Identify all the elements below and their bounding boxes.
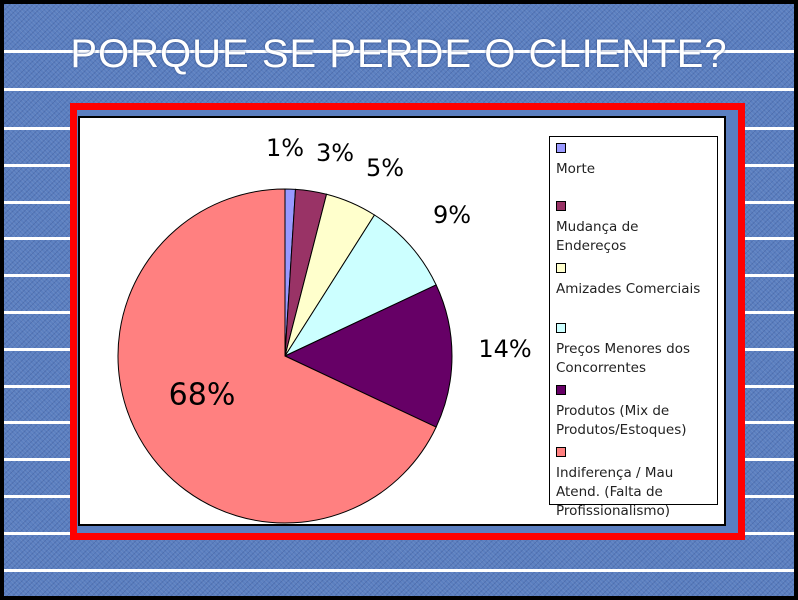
data-label: 5%	[365, 154, 405, 182]
pie-chart	[117, 188, 453, 524]
legend-swatch	[556, 143, 566, 153]
legend-item: Morte	[556, 141, 717, 179]
legend-item: Mudança de Endereços	[556, 199, 717, 256]
legend-label: Morte	[556, 161, 596, 177]
pie-slice	[283, 214, 437, 358]
legend-swatch	[556, 385, 566, 395]
legend-swatch	[556, 447, 566, 457]
legend-label: Mudança de Endereços	[556, 219, 639, 254]
data-label: 68%	[168, 377, 236, 413]
legend-item: Preços Menores dos Concorrentes	[556, 321, 717, 378]
legend-swatch	[556, 201, 566, 211]
legend: Morte Mudança de Endereços Amizades Comerc…	[549, 136, 718, 519]
legend-item: Indiferença / Mau Atend. (Falta de Profi…	[556, 445, 717, 521]
pie-slice	[283, 284, 453, 428]
legend-label: Indiferença / Mau Atend. (Falta de Profi…	[556, 465, 674, 519]
data-label: 9%	[432, 201, 472, 229]
legend-label: Produtos (Mix de Produtos/Estoques)	[556, 403, 687, 438]
data-label: 1%	[265, 134, 305, 162]
stripe	[4, 568, 794, 572]
chart-panel: 1% 3% 5% 9% 14% 68% Morte Mudança de Endereços…	[78, 116, 726, 526]
legend-item: Amizades Comerciais	[556, 261, 717, 299]
pie-slice	[117, 188, 437, 524]
stripe	[4, 88, 794, 91]
legend-label: Preços Menores dos Concorrentes	[556, 341, 690, 376]
legend-swatch	[556, 323, 566, 333]
slide-title: PORQUE SE PERDE O CLIENTE?	[70, 32, 728, 76]
data-label: 14%	[478, 335, 532, 363]
data-label: 3%	[315, 139, 355, 167]
legend-item: Produtos (Mix de Produtos/Estoques)	[556, 383, 717, 440]
legend-swatch	[556, 263, 566, 273]
stripe	[4, 50, 794, 53]
legend-label: Amizades Comerciais	[556, 281, 701, 297]
